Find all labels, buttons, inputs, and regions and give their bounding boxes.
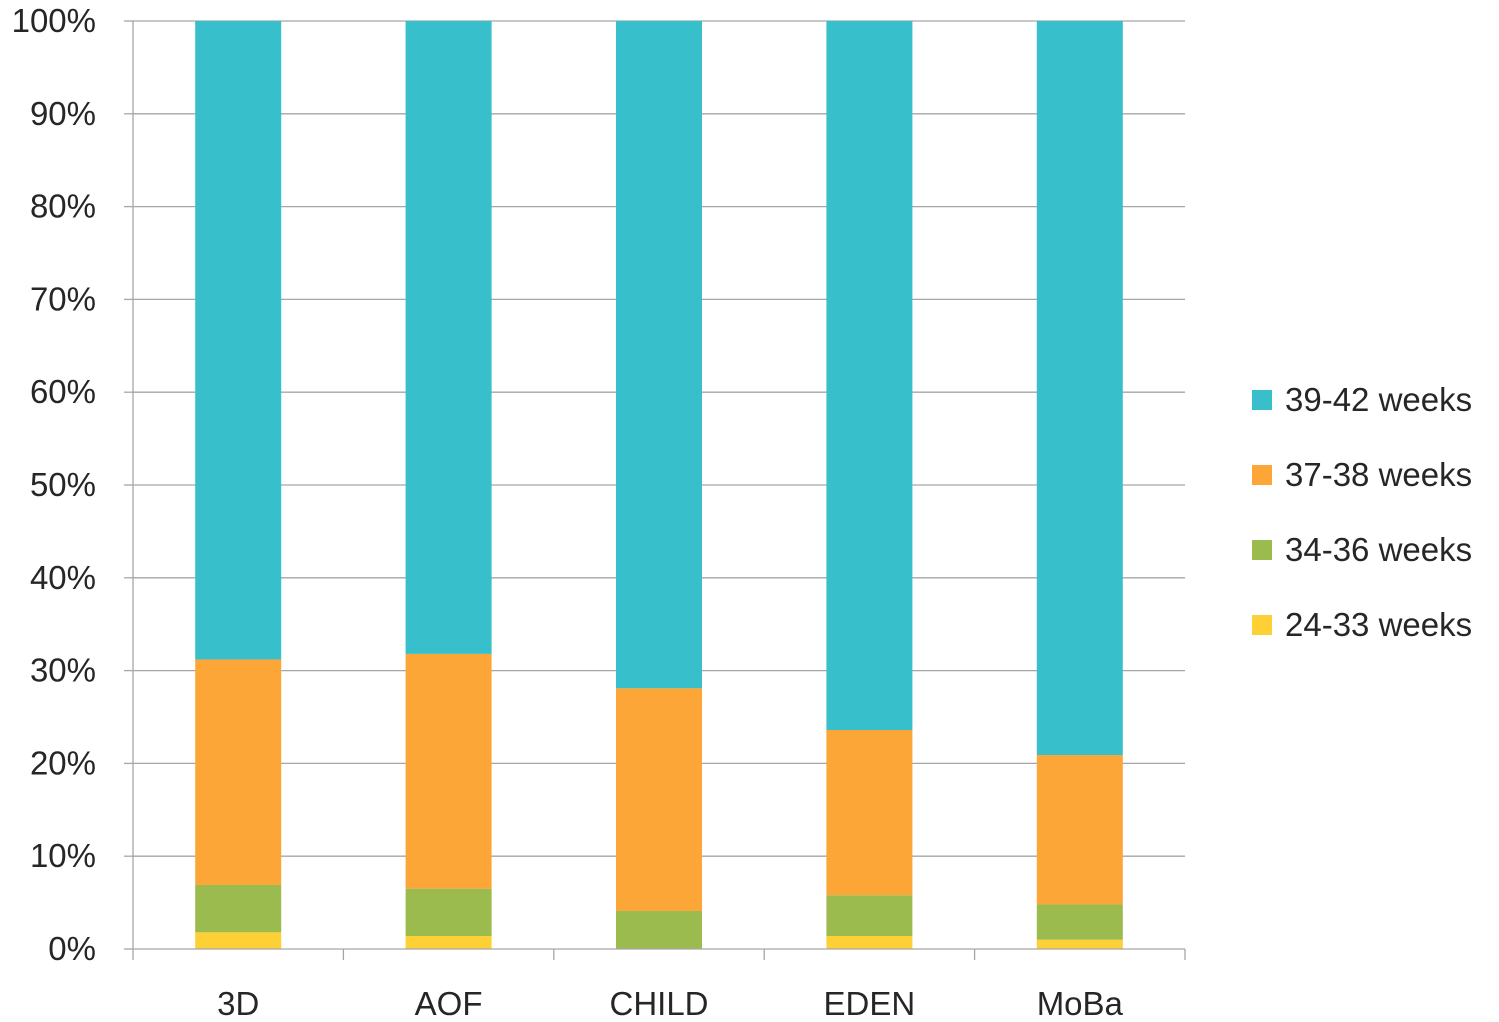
- y-tick-label: 0%: [48, 930, 96, 967]
- bar-segment-3d-39-42-weeks: [195, 21, 282, 660]
- x-tick-label: 3D: [217, 985, 259, 1022]
- legend: 39-42 weeks 37-38 weeks 34-36 weeks 24-33 w…: [1252, 381, 1472, 643]
- legend-label: 34-36 weeks: [1285, 531, 1472, 568]
- y-tick-label: 50%: [30, 466, 96, 503]
- bar-segment-eden-37-38-weeks: [826, 729, 913, 896]
- y-tick-labels: 0% 10% 20% 30% 40% 50% 60% 70% 80% 90% 100%: [12, 2, 96, 967]
- legend-label: 37-38 weeks: [1285, 456, 1472, 493]
- bar-segment-eden-39-42-weeks: [826, 21, 913, 730]
- bar-segment-aof-24-33-weeks: [405, 936, 492, 949]
- bar-segment-child-34-36-weeks: [616, 910, 702, 949]
- y-tick-label: 30%: [30, 652, 96, 689]
- bars: [195, 21, 1123, 949]
- x-tick-label: MoBa: [1037, 985, 1124, 1022]
- legend-swatch: [1252, 465, 1272, 485]
- axes: [124, 20, 1186, 960]
- bar-segment-eden-24-33-weeks: [826, 936, 913, 949]
- y-tick-label: 20%: [30, 744, 96, 781]
- legend-label: 24-33 weeks: [1285, 606, 1472, 643]
- bar-segment-3d-34-36-weeks: [195, 884, 282, 933]
- bar-segment-child-39-42-weeks: [616, 21, 702, 689]
- y-tick-label: 60%: [30, 373, 96, 410]
- y-tick-label: 90%: [30, 95, 96, 132]
- bar-segment-moba-39-42-weeks: [1036, 21, 1123, 756]
- x-tick-label: AOF: [415, 985, 483, 1022]
- bar-segment-3d-24-33-weeks: [195, 932, 282, 949]
- y-tick-label: 40%: [30, 559, 96, 596]
- bar-segment-3d-37-38-weeks: [195, 659, 282, 885]
- legend-swatch: [1252, 615, 1272, 635]
- bar-segment-aof-39-42-weeks: [405, 21, 492, 654]
- y-tick-label: 100%: [12, 2, 96, 39]
- bar-segment-child-37-38-weeks: [616, 688, 702, 911]
- bar-segment-aof-34-36-weeks: [405, 888, 492, 937]
- bar-segment-moba-37-38-weeks: [1036, 755, 1123, 905]
- legend-swatch: [1252, 540, 1272, 560]
- x-tick-label: CHILD: [609, 985, 708, 1022]
- x-tick-labels: 3D AOF CHILD EDEN MoBa: [217, 985, 1123, 1022]
- bar-segment-aof-37-38-weeks: [405, 653, 492, 889]
- x-tick-label: EDEN: [824, 985, 916, 1022]
- legend-label: 39-42 weeks: [1285, 381, 1472, 418]
- y-tick-label: 70%: [30, 280, 96, 317]
- legend-swatch: [1252, 390, 1272, 410]
- y-tick-label: 80%: [30, 188, 96, 225]
- bar-segment-eden-34-36-weeks: [826, 895, 913, 937]
- bar-segment-moba-24-33-weeks: [1036, 939, 1123, 949]
- bar-segment-moba-34-36-weeks: [1036, 904, 1123, 940]
- y-tick-label: 10%: [30, 837, 96, 874]
